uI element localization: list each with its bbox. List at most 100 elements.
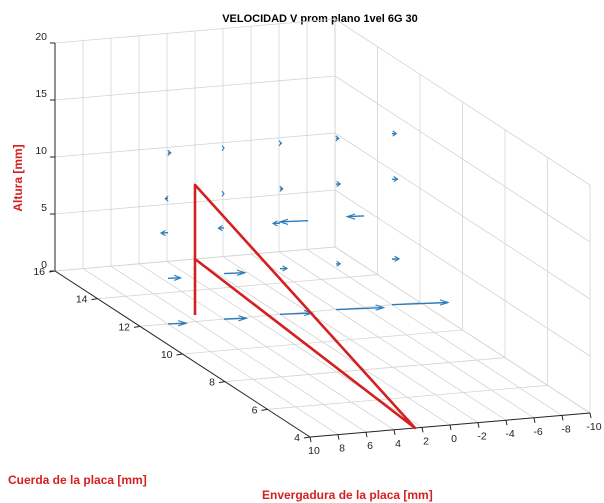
arrow-head	[173, 274, 183, 281]
velocity-arrow	[279, 309, 314, 317]
x-tick	[505, 420, 508, 426]
arrow-shaft	[335, 306, 384, 311]
x-tick	[589, 412, 592, 419]
arrow-shaft	[167, 277, 181, 280]
arrow-shaft	[223, 271, 246, 275]
y-tick	[176, 353, 183, 356]
x-axis-label: Envergadura de la placa [mm]	[262, 488, 433, 502]
z-tick-label: 15	[35, 88, 47, 100]
arrow-head	[178, 320, 188, 327]
plate-triangle	[193, 183, 417, 430]
arrow-head	[238, 315, 249, 322]
velocity-arrow	[335, 135, 340, 142]
x-tick	[309, 436, 312, 443]
x-tick	[449, 424, 452, 431]
velocity-arrow	[335, 260, 342, 267]
x-tick-label: 6	[367, 440, 373, 452]
grid	[54, 18, 591, 438]
y-tick-label: 10	[161, 349, 173, 361]
arrow-head	[221, 145, 225, 152]
y-tick-label: 8	[209, 377, 215, 389]
arrow-head	[278, 140, 283, 147]
arrow-shaft	[167, 322, 187, 325]
arrow-head	[375, 304, 386, 311]
velocity-arrow	[335, 180, 342, 188]
side-wall-grid-z	[334, 132, 591, 300]
velocity-arrow	[391, 130, 398, 137]
x-tick-label: -6	[533, 426, 542, 438]
arrow-head	[394, 255, 401, 262]
arrow-head	[335, 135, 340, 142]
arrow-head	[271, 220, 278, 227]
velocity-arrow	[391, 299, 450, 306]
velocity-arrow	[278, 218, 309, 225]
x-tick-label: 4	[395, 438, 401, 450]
velocity-arrow	[167, 320, 188, 327]
velocity-arrow	[164, 195, 169, 202]
arrow-shaft	[223, 317, 247, 320]
x-tick-label: -10	[586, 421, 601, 433]
x-tick	[477, 422, 480, 428]
velocity-arrow	[167, 149, 172, 156]
x-tick	[561, 415, 564, 421]
velocity-arrow	[391, 176, 399, 183]
side-wall-grid-z	[334, 246, 591, 414]
y-tick	[91, 298, 98, 301]
y-tick-label: 12	[118, 321, 130, 333]
axes	[48, 42, 592, 443]
x-tick-label: -8	[561, 423, 570, 435]
velocity-arrow	[278, 140, 283, 147]
arrow-shaft	[347, 215, 365, 218]
x-tick-label: 2	[423, 435, 429, 447]
arrow-head	[392, 130, 398, 137]
velocity-arrow	[223, 315, 249, 322]
z-tick-label: 20	[35, 31, 47, 43]
y-tick-label: 16	[33, 266, 45, 278]
arrow-head	[167, 149, 172, 156]
arrow-head	[278, 218, 289, 225]
velocity-arrow	[159, 229, 169, 237]
back-wall-grid-z	[54, 75, 336, 101]
arrow-shaft	[279, 220, 309, 223]
arrow-head	[279, 185, 284, 192]
arrow-head	[393, 176, 399, 183]
plate-outline	[193, 183, 417, 430]
y-tick	[261, 408, 268, 411]
y-tick	[133, 325, 141, 328]
velocity-vectors	[159, 130, 450, 327]
arrow-head	[336, 180, 342, 188]
velocity-arrow	[279, 185, 284, 192]
chart-title: VELOCIDAD V prom plano 1vel 6G 30	[222, 13, 418, 25]
arrow-head	[221, 190, 225, 197]
arrow-head	[282, 265, 289, 272]
arrow-head	[336, 260, 342, 267]
z-tick-label: 10	[35, 145, 47, 157]
floor-grid-y	[97, 274, 378, 300]
side-wall-grid-z	[334, 75, 591, 243]
y-axis-label: Cuerda de la placa [mm]	[8, 473, 147, 487]
arrow-head	[439, 299, 450, 306]
arrow-head	[345, 213, 356, 220]
arrow-shaft	[279, 312, 313, 316]
velocity-arrow	[167, 274, 183, 281]
y-tick	[218, 381, 226, 384]
x-tick	[421, 427, 424, 433]
z-tick-label: 5	[41, 202, 47, 214]
velocity-arrow	[217, 225, 225, 232]
velocity-arrow	[271, 220, 281, 227]
z-tick-label: 0	[41, 259, 47, 271]
y-tick-label: 4	[294, 432, 300, 444]
velocity-arrow	[335, 304, 386, 311]
velocity-arrow	[223, 269, 247, 276]
back-wall-grid-z	[54, 132, 336, 158]
x-tick-label: 8	[339, 443, 345, 455]
x-tick-label: 0	[451, 433, 457, 445]
side-wall-grid-z	[334, 18, 591, 186]
y-tick	[303, 436, 311, 439]
floor-grid-y	[267, 384, 548, 410]
x-tick	[393, 429, 396, 435]
arrow-head	[236, 269, 247, 276]
x-tick-label: -4	[505, 428, 514, 440]
